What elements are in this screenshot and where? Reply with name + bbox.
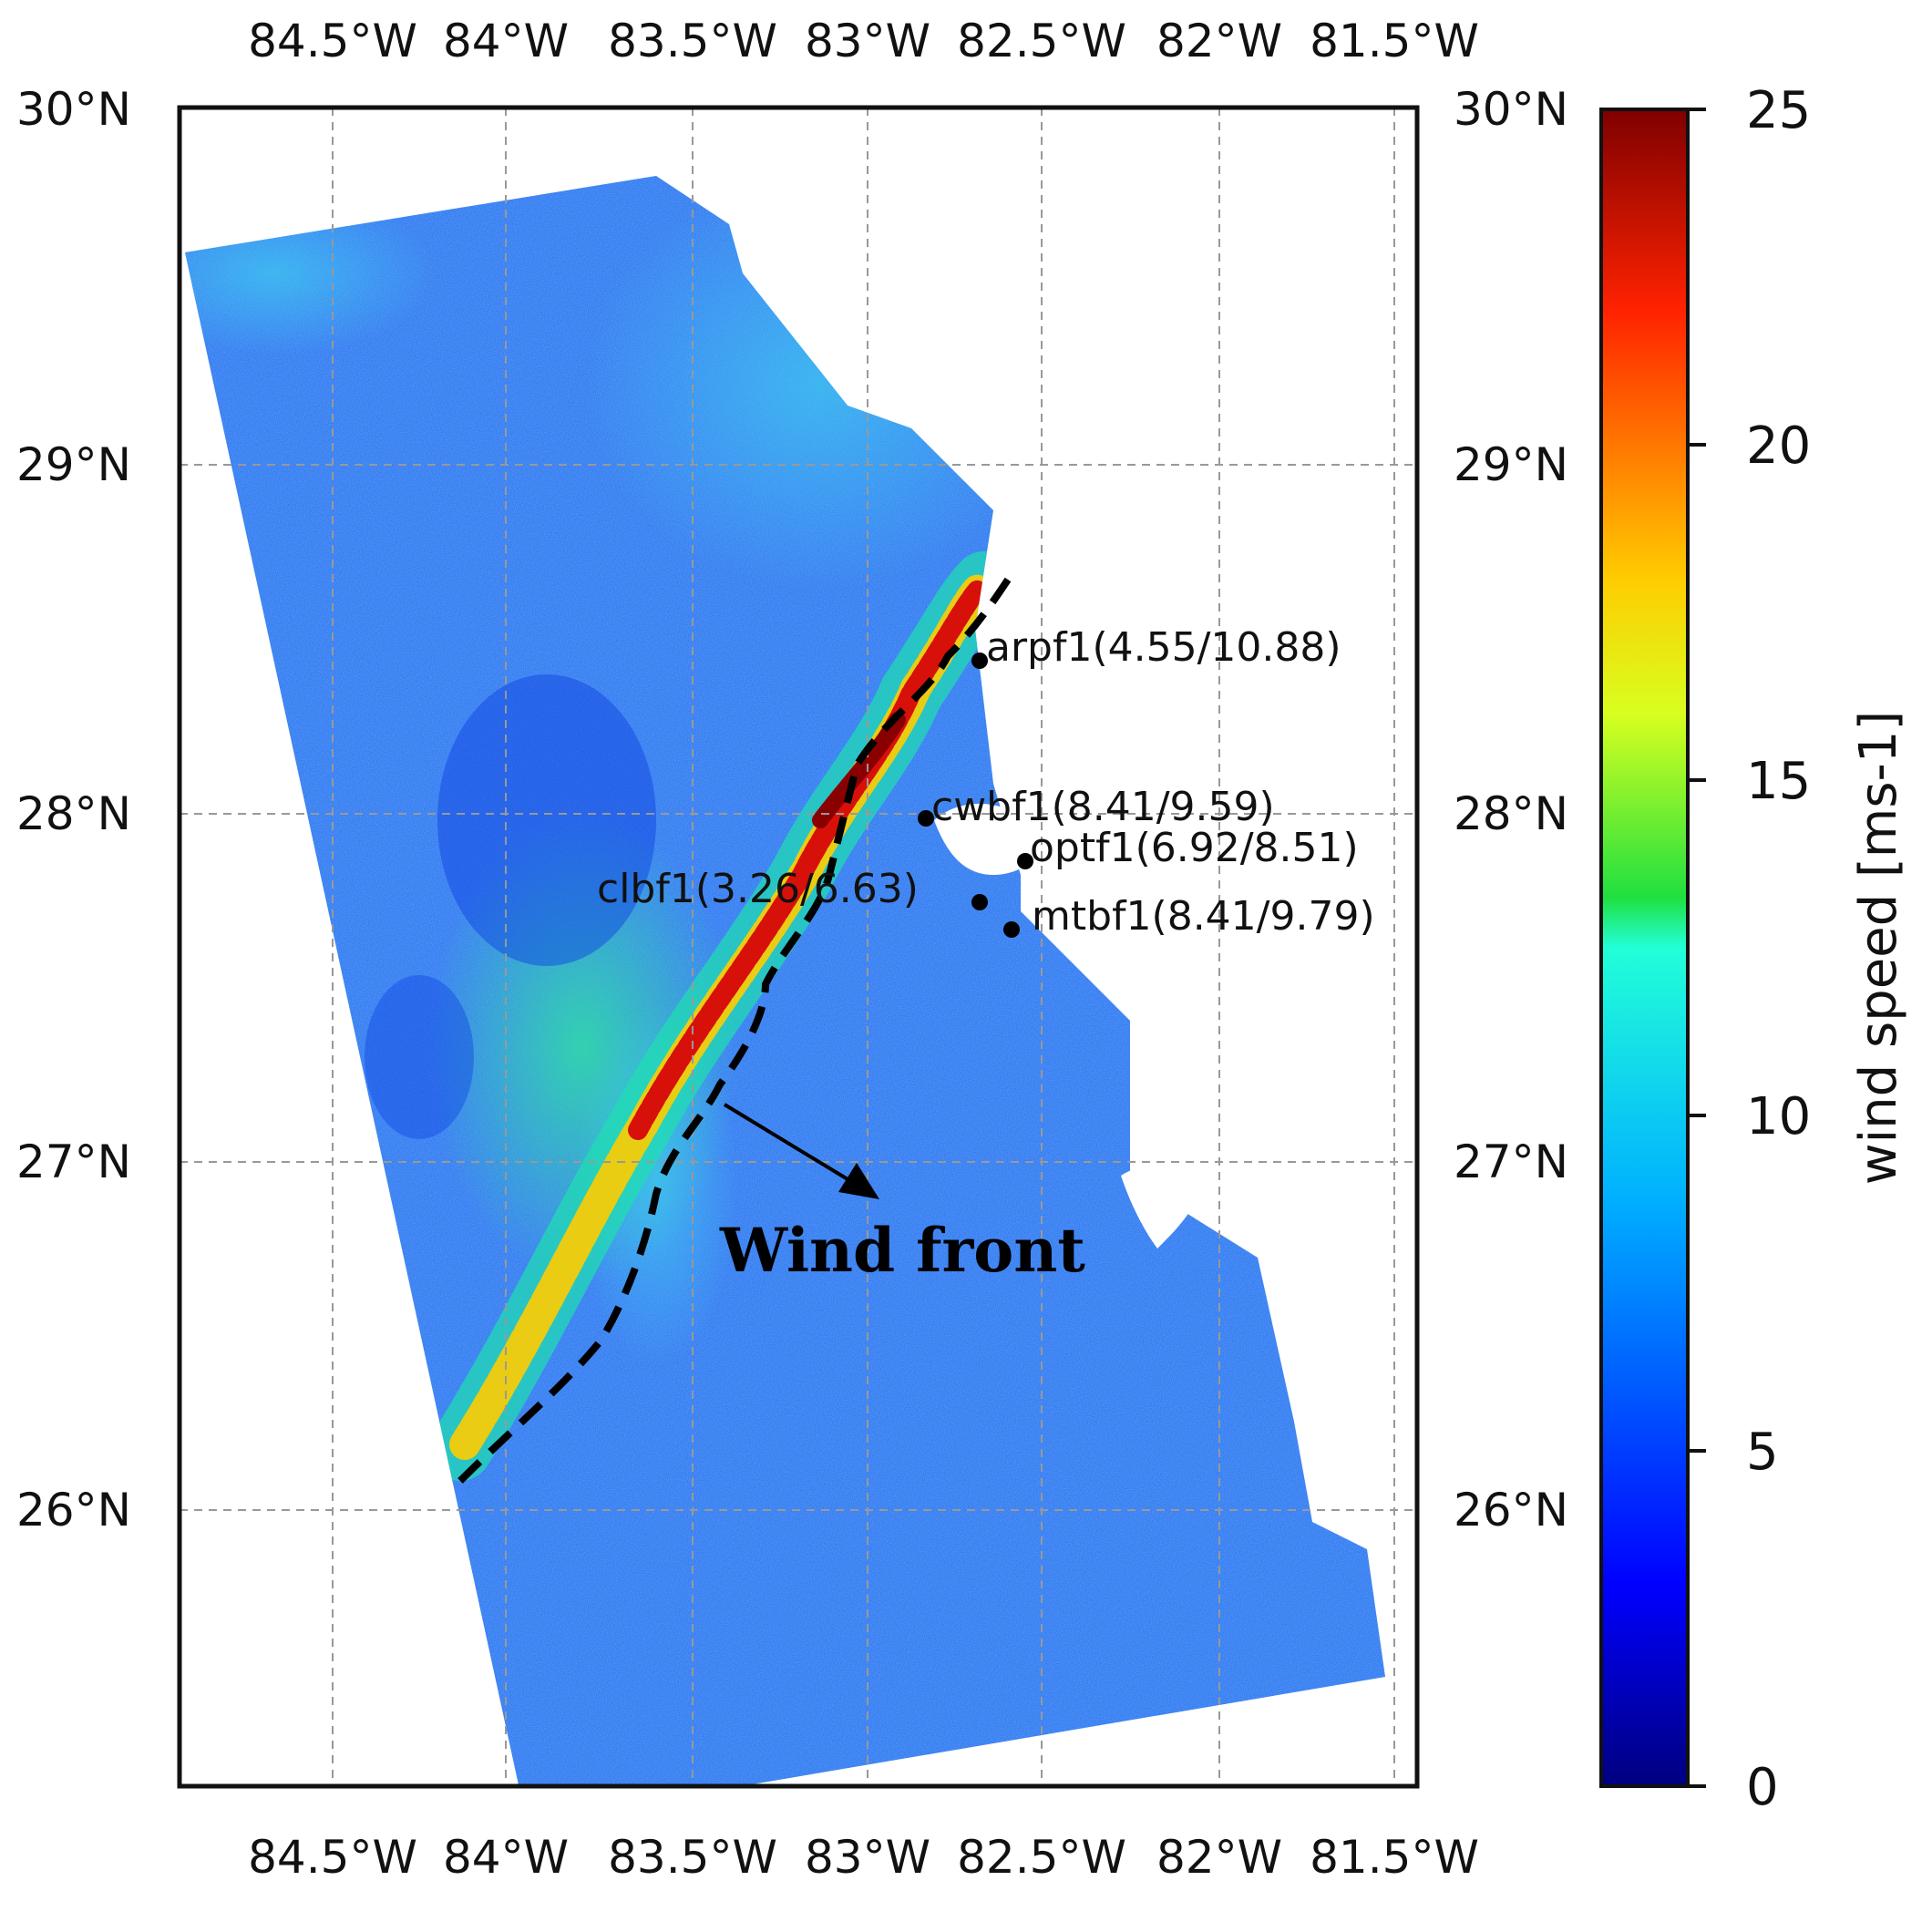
right-axis: 30°N 29°N 28°N 27°N 26°N [1454,83,1568,1536]
bottom-tick-82w: 82°W [1156,1831,1282,1884]
top-tick-84.5w: 84.5°W [248,15,417,67]
top-tick-83w: 83°W [805,15,930,67]
left-tick-29n: 29°N [16,438,131,491]
station-label-mtbf1: mtbf1(8.41/9.79) [1032,893,1375,940]
colorbar-gradient [1599,108,1690,1788]
left-tick-27n: 27°N [16,1136,131,1188]
station-label-clbf1: clbf1(3.26/6.63) [597,866,919,912]
station-label-arpf1: arpf1(4.55/10.88) [986,624,1341,671]
wind-front-arrowhead [838,1163,879,1199]
wind-front-label: Wind front [719,1215,1085,1286]
station-dot-clbf1 [971,894,988,910]
left-tick-28n: 28°N [16,787,131,840]
colorbar-tick-25: 25 [1746,81,1811,140]
station-dot-mtbf1 [1003,921,1020,938]
colorbar-tick-5: 5 [1746,1423,1779,1482]
right-tick-26n: 26°N [1454,1484,1568,1536]
bottom-tick-83w: 83°W [805,1831,930,1884]
top-tick-84w: 84°W [443,15,569,67]
left-tick-30n: 30°N [16,83,131,136]
station-dot-optf1 [1017,853,1033,869]
wind-front-line [457,571,1015,1484]
colorbar-tick-0: 0 [1746,1758,1779,1817]
top-axis: 84.5°W 84°W 83.5°W 83°W 82.5°W 82°W 81.5… [248,15,1479,67]
top-tick-83.5w: 83.5°W [608,15,777,67]
graticule [180,108,1417,1786]
bottom-tick-84.5w: 84.5°W [248,1831,417,1884]
station-label-optf1: optf1(6.92/8.51) [1030,825,1359,871]
bottom-tick-84w: 84°W [443,1831,569,1884]
top-tick-82w: 82°W [1156,15,1282,67]
coastline-bays [934,803,1203,1249]
left-tick-26n: 26°N [16,1484,131,1536]
wind-front-arrow [723,1103,858,1187]
colorbar-label: wind speed [ms-1] [1849,711,1908,1185]
colorbar-tick-10: 10 [1746,1087,1811,1146]
station-markers [918,653,1033,938]
station-label-cwbf1: cwbf1(8.41/9.59) [931,784,1275,830]
top-tick-82.5w: 82.5°W [957,15,1126,67]
colorbar: 25 20 15 10 5 0 wind speed [ms-1] [1599,81,1908,1817]
right-tick-27n: 27°N [1454,1136,1568,1188]
station-dot-cwbf1 [918,810,934,827]
colorbar-tick-15: 15 [1746,752,1811,811]
top-tick-81.5w: 81.5°W [1310,15,1479,67]
right-tick-29n: 29°N [1454,438,1568,491]
bottom-axis: 84.5°W 84°W 83.5°W 83°W 82.5°W 82°W 81.5… [248,1831,1479,1884]
right-tick-28n: 28°N [1454,787,1568,840]
left-axis: 30°N 29°N 28°N 27°N 26°N [16,83,131,1536]
plot-frame [177,105,1420,1789]
bottom-tick-83.5w: 83.5°W [608,1831,777,1884]
right-tick-30n: 30°N [1454,83,1568,136]
station-dot-arpf1 [971,653,988,669]
bottom-tick-81.5w: 81.5°W [1310,1831,1479,1884]
colorbar-tick-20: 20 [1746,416,1811,476]
bottom-tick-82.5w: 82.5°W [957,1831,1126,1884]
